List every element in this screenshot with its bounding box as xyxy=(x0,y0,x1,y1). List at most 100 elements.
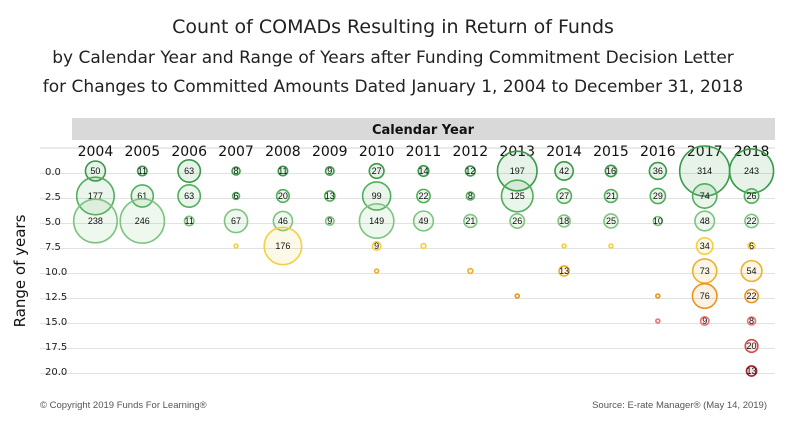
bubble-mark xyxy=(603,213,619,229)
bubble-label: 42 xyxy=(559,166,569,176)
year-label: 2007 xyxy=(218,144,254,160)
bubble-label: 149 xyxy=(369,216,384,226)
year-label: 2015 xyxy=(593,144,629,160)
year-label: 2008 xyxy=(265,144,301,160)
bubble-label: 11 xyxy=(138,166,147,176)
bubble-label: 73 xyxy=(700,266,710,276)
bubble-label: 16 xyxy=(606,166,616,176)
bubble-mark xyxy=(467,267,474,275)
bubble-label: 9 xyxy=(327,166,332,176)
bubble-mark xyxy=(233,243,239,249)
bubble-mark xyxy=(465,191,476,201)
row-label: 7.5 xyxy=(45,242,61,253)
bubble-label: 48 xyxy=(700,216,710,226)
bubble-label: 197 xyxy=(510,166,525,176)
year-label: 2009 xyxy=(312,144,348,160)
bubble-label: 11 xyxy=(278,166,287,176)
year-label: 2018 xyxy=(734,144,770,160)
bubble-label: 8 xyxy=(468,191,473,201)
bubble-label: 8 xyxy=(234,166,239,176)
bubble-label: 6 xyxy=(749,241,754,251)
bubble-mark xyxy=(648,161,668,181)
bubble-mark xyxy=(608,243,614,249)
row-label: 15.0 xyxy=(45,317,67,328)
bubble-label: 238 xyxy=(88,216,103,226)
bubble-mark xyxy=(652,215,664,227)
chart-subtitle-line-2: for Changes to Committed Amounts Dated J… xyxy=(43,77,743,97)
bubble-mark xyxy=(500,179,534,213)
bubble-mark xyxy=(557,214,571,228)
bubble-mark xyxy=(275,188,291,204)
bubble-label: 8 xyxy=(749,316,754,326)
bubble-mark xyxy=(84,160,107,182)
bubble-mark xyxy=(119,198,166,244)
row-label: 17.5 xyxy=(45,342,67,353)
year-label: 2014 xyxy=(546,144,582,160)
bubble-label: 63 xyxy=(184,191,194,201)
bubble-label: 20 xyxy=(747,341,757,351)
year-label: 2004 xyxy=(78,144,114,160)
bubble-label: 243 xyxy=(744,166,759,176)
bubble-label: 13 xyxy=(747,366,757,376)
bubble-label: 14 xyxy=(418,166,428,176)
bubble-label: 50 xyxy=(90,166,100,176)
bubble-mark xyxy=(555,187,573,205)
bubble-mark xyxy=(744,213,759,229)
bubble-label: 29 xyxy=(653,191,663,201)
row-label: 12.5 xyxy=(45,292,67,303)
bubble-mark xyxy=(420,242,427,250)
bubble-mark xyxy=(223,208,249,234)
bubble-label: 11 xyxy=(184,216,193,226)
bubble-mark xyxy=(496,150,538,192)
bubble-label: 9 xyxy=(327,216,332,226)
year-label: 2012 xyxy=(453,144,489,160)
bubble-mark xyxy=(728,148,775,194)
row-label: 20.0 xyxy=(45,367,67,378)
row-label: 2.5 xyxy=(45,192,61,203)
y-axis-label: Range of years xyxy=(11,214,29,327)
year-label: 2006 xyxy=(171,144,207,160)
bubble-mark xyxy=(603,188,619,204)
bubble-mark xyxy=(416,188,431,204)
bubble-mark xyxy=(463,213,478,229)
bubble-mark xyxy=(743,188,760,204)
bubble-mark xyxy=(561,243,567,249)
bubble-mark xyxy=(417,164,430,178)
bubble-label: 61 xyxy=(137,191,147,201)
bubble-mark xyxy=(324,165,335,177)
row-label: 10.0 xyxy=(45,267,67,278)
grid xyxy=(40,147,775,374)
bubble-label: 34 xyxy=(700,241,710,251)
bubble-label: 12 xyxy=(465,166,475,176)
bubble-label: 27 xyxy=(372,166,382,176)
bubble-label: 176 xyxy=(275,241,290,251)
year-label: 2010 xyxy=(359,144,395,160)
bubble-mark xyxy=(263,226,303,266)
bubble-mark xyxy=(604,164,618,178)
source-text: Source: E-rate Manager® (May 14, 2019) xyxy=(592,400,767,411)
bubble-label: 22 xyxy=(418,191,428,201)
bubble-mark xyxy=(691,282,718,310)
bubble-mark xyxy=(136,165,148,177)
bubble-label: 36 xyxy=(653,166,663,176)
column-header: Calendar Year xyxy=(372,123,475,138)
bubble-mark xyxy=(691,183,718,209)
bubble-mark xyxy=(183,215,195,227)
bubble-label: 22 xyxy=(747,291,757,301)
bubble-mark xyxy=(368,162,385,180)
bubble-mark xyxy=(373,268,380,274)
bubble-mark xyxy=(75,176,116,216)
bubble-mark xyxy=(655,293,661,299)
bubble-mark xyxy=(464,165,477,177)
bubble-label: 67 xyxy=(231,216,241,226)
bubble-mark xyxy=(744,338,759,354)
bubble-label: 21 xyxy=(465,216,475,226)
bubble-label: 21 xyxy=(606,191,616,201)
row-labels: 0.0 2.5 5.0 7.5 10.0 12.5 15.0 17.5 20.0 xyxy=(45,167,67,378)
year-label: 2011 xyxy=(406,144,442,160)
bubble-mark xyxy=(72,198,119,244)
bubble-mark xyxy=(554,161,575,181)
bubble-mark xyxy=(231,166,241,176)
bubble-label: 9 xyxy=(374,241,379,251)
bubble-mark xyxy=(358,202,395,240)
